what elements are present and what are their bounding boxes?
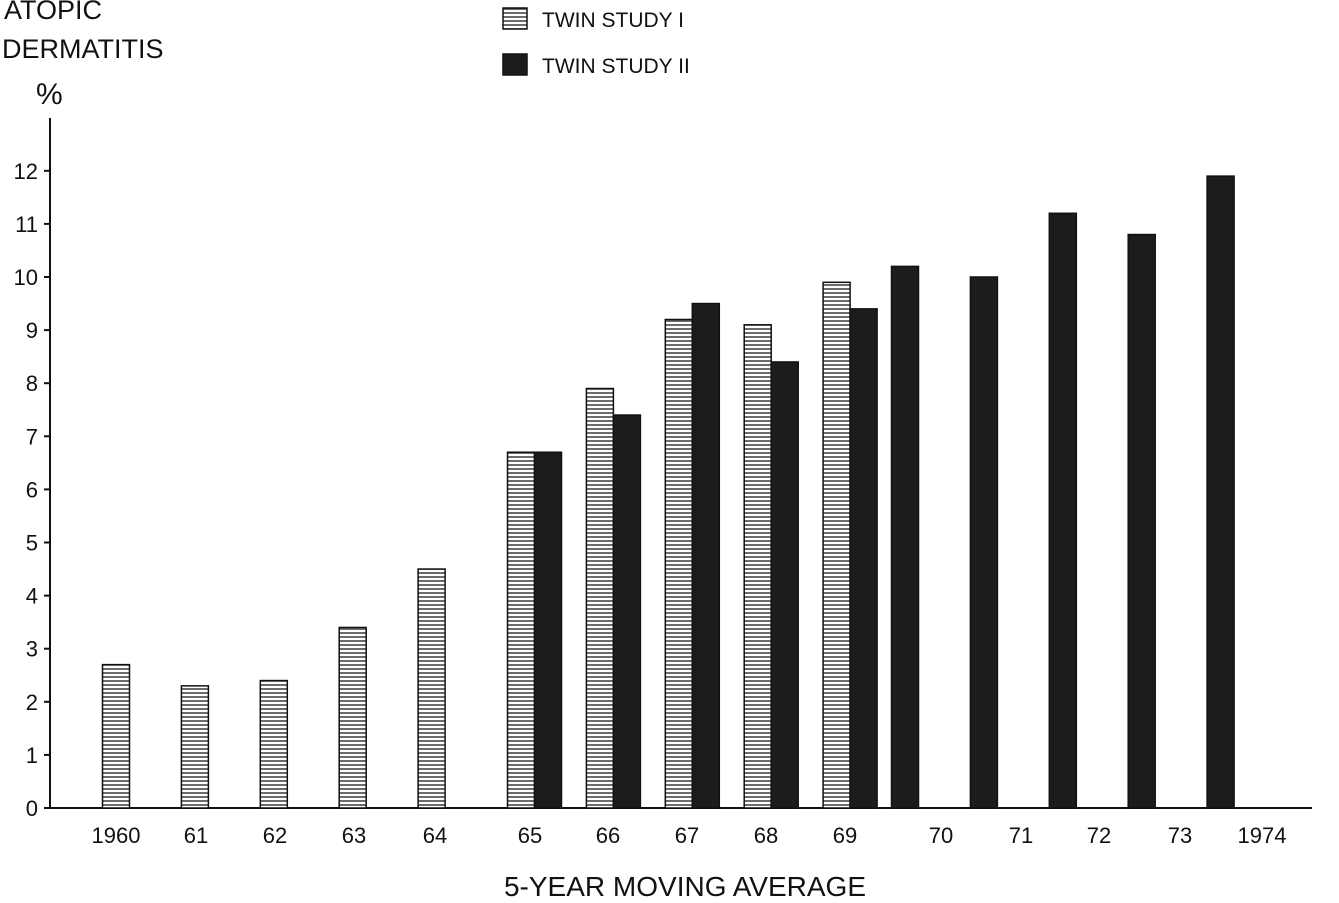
x-tick-label-1960: 1960	[92, 823, 141, 848]
bars	[101, 175, 1235, 809]
bar-twin-study-2-72	[1048, 212, 1078, 809]
bar-twin-study-1-61	[180, 685, 210, 809]
bar-twin-study-1-67	[664, 318, 694, 809]
bar-twin-study-1-68	[743, 324, 772, 809]
x-tick-label-63: 63	[342, 823, 366, 848]
y-tick-label: 7	[26, 424, 38, 449]
x-tick-label-64: 64	[423, 823, 447, 848]
x-tick-label-73: 73	[1168, 823, 1192, 848]
bar-twin-study-2-1974	[1206, 175, 1235, 809]
y-tick-label: 10	[14, 265, 38, 290]
x-tick-label-69: 69	[833, 823, 857, 848]
y-tick-label: 0	[26, 796, 38, 821]
x-tick-label-62: 62	[263, 823, 287, 848]
y-axis-title-line-1: ATOPIC	[4, 0, 102, 25]
bar-twin-study-1-66	[585, 387, 615, 809]
y-tick-label: 3	[26, 637, 38, 662]
bar-twin-study-1-63	[338, 626, 367, 809]
bar-twin-study-2-69	[849, 308, 878, 809]
x-tick-label-65: 65	[518, 823, 542, 848]
y-axis-title-line-2: DERMATITIS	[2, 34, 164, 64]
legend-label-twin-study-1: TWIN STUDY I	[542, 9, 684, 32]
y-tick-label: 2	[26, 690, 38, 715]
legend: TWIN STUDY I TWIN STUDY II	[502, 7, 690, 78]
bar-twin-study-1-64	[417, 568, 446, 809]
legend-swatch-hatched	[502, 7, 528, 30]
x-tick-label-1974: 1974	[1238, 823, 1287, 848]
y-tick-label: 4	[26, 584, 38, 609]
x-axis-tick-labels: 1960 61 62 63 64 65 66 67 68 69 70 71 72 73 1974	[92, 823, 1287, 848]
legend-swatch-solid	[502, 53, 528, 76]
legend-item-twin-study-1: TWIN STUDY I	[502, 7, 684, 32]
y-tick-label: 9	[26, 318, 38, 343]
bar-twin-study-2-73	[1127, 233, 1156, 809]
x-tick-label-61: 61	[184, 823, 208, 848]
bar-twin-study-1-65	[506, 451, 536, 809]
y-tick-label: 1	[26, 743, 38, 768]
y-tick-label: 6	[26, 477, 38, 502]
bar-twin-study-2-71	[969, 276, 999, 809]
x-tick-label-72: 72	[1087, 823, 1111, 848]
bar-twin-study-2-67	[691, 302, 721, 809]
bar-twin-study-2-68	[770, 361, 799, 809]
x-tick-label-68: 68	[754, 823, 778, 848]
bar-twin-study-2-65	[533, 451, 563, 809]
x-tick-label-71: 71	[1009, 823, 1033, 848]
x-axis-title: 5-YEAR MOVING AVERAGE	[504, 871, 866, 902]
bar-twin-study-1-1960	[101, 663, 131, 809]
y-tick-label: 5	[26, 531, 38, 556]
bar-twin-study-1-62	[259, 679, 289, 809]
bar-twin-study-1-69	[822, 281, 851, 809]
y-tick-label: 8	[26, 371, 38, 396]
y-tick-label: 11	[15, 212, 38, 237]
y-axis-unit: %	[36, 78, 63, 111]
y-tick-label: 12	[14, 159, 38, 184]
bar-twin-study-2-70	[890, 265, 920, 809]
x-tick-label-66: 66	[596, 823, 620, 848]
x-tick-label-67: 67	[675, 823, 699, 848]
legend-item-twin-study-2: TWIN STUDY II	[502, 53, 690, 78]
x-tick-label-70: 70	[929, 823, 953, 848]
legend-label-twin-study-2: TWIN STUDY II	[542, 55, 690, 78]
bar-twin-study-2-66	[612, 414, 642, 809]
